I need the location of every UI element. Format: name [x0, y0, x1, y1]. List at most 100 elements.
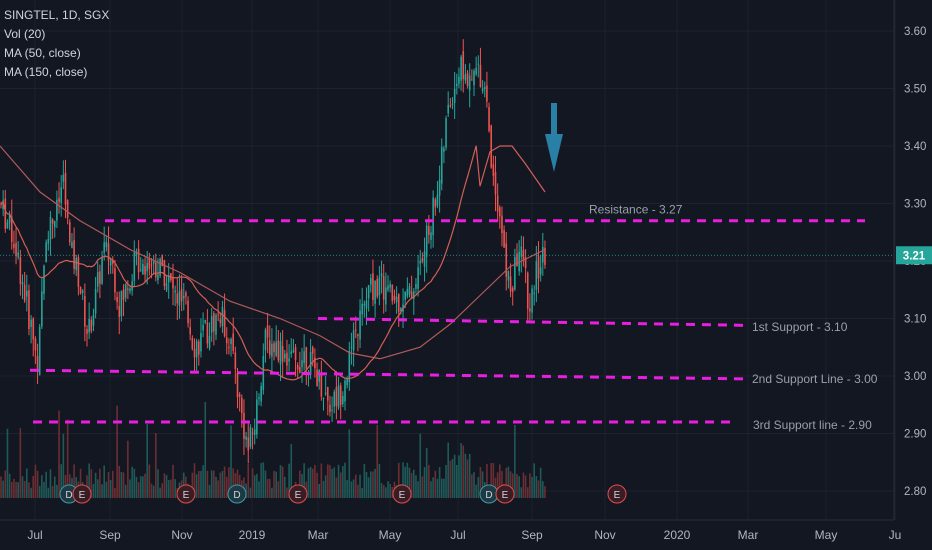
volume-bar: [157, 469, 159, 498]
candle-body: [290, 351, 293, 354]
y-axis-label: 2.80: [904, 486, 926, 498]
volume-bar: [13, 478, 15, 498]
candle-body: [335, 387, 338, 407]
volume-bar: [447, 442, 449, 498]
candle-body: [468, 75, 471, 91]
volume-bar: [533, 463, 535, 498]
candle-body: [337, 385, 340, 408]
candle-body: [198, 341, 200, 355]
candle-body: [520, 246, 523, 257]
volume-bar: [526, 487, 529, 498]
candle-body: [19, 257, 22, 284]
volume-bar: [161, 483, 164, 498]
candle-body: [137, 248, 140, 273]
volume-bar: [522, 472, 525, 498]
candle-body: [391, 284, 394, 302]
volume-bar: [290, 444, 293, 498]
candle-body: [453, 89, 456, 103]
volume-bar: [210, 470, 213, 498]
support-line-1: [317, 317, 749, 327]
candle-body: [303, 351, 305, 364]
candle-body: [86, 329, 88, 334]
x-axis-label: 2019: [239, 528, 266, 542]
candle-body: [236, 372, 239, 398]
candle-body: [180, 288, 183, 302]
volume-bar: [537, 480, 540, 498]
candle-body: [451, 103, 454, 105]
volume-bar: [99, 468, 101, 498]
candle-body: [522, 249, 525, 261]
candle-body: [539, 267, 542, 275]
volume-bar: [342, 466, 344, 498]
volume-bar: [217, 480, 219, 498]
x-axis-label: 2020: [664, 528, 691, 542]
candle-body: [6, 222, 9, 229]
volume-bar: [94, 472, 97, 498]
candle-body: [161, 254, 164, 266]
candle-body: [447, 104, 449, 114]
candle-body: [163, 260, 166, 287]
volume-bar: [101, 484, 103, 498]
volume-bar: [481, 471, 484, 498]
candle-body: [26, 290, 28, 297]
candle-body: [423, 251, 426, 267]
volume-bar: [230, 425, 232, 498]
candle-body: [135, 252, 138, 255]
volume-bar: [410, 472, 413, 498]
volume-bar: [0, 476, 2, 498]
support-line-3-label: 3rd Support line - 2.90: [753, 418, 872, 432]
volume-bar: [215, 476, 217, 498]
candle-body: [90, 319, 93, 332]
volume-bar: [146, 423, 148, 498]
candle-body: [361, 303, 363, 315]
candle-body: [53, 221, 56, 228]
candle-body: [490, 125, 492, 168]
candle-body: [327, 387, 329, 401]
volume-bar: [507, 466, 510, 498]
candle-body: [133, 251, 136, 281]
candle-body: [535, 261, 538, 290]
last-price-value: 3.21: [903, 250, 926, 262]
candle-body: [92, 314, 95, 326]
volume-bar: [432, 477, 434, 498]
volume-bar: [247, 463, 250, 498]
candle-body: [322, 397, 325, 399]
y-axis-label: 3.50: [904, 84, 926, 96]
volume-bar: [363, 463, 366, 498]
candle-body: [243, 412, 245, 439]
candle-body: [406, 288, 409, 297]
candle-body: [195, 341, 198, 358]
candle-body: [432, 197, 434, 236]
volume-bar: [361, 487, 363, 498]
symbol-label[interactable]: SINGTEL, 1D, SGX: [4, 8, 110, 22]
ma150-indicator-label[interactable]: MA (150, close): [4, 65, 88, 79]
candle-body: [509, 276, 512, 292]
candle-body: [387, 285, 389, 290]
ma50-indicator-label[interactable]: MA (50, close): [4, 46, 81, 60]
volume-bar: [277, 481, 280, 498]
candle-body: [417, 267, 419, 289]
candle-body: [397, 294, 400, 312]
volume-bar: [107, 472, 110, 498]
candle-body: [202, 324, 204, 331]
candle-body: [17, 252, 19, 258]
candle-body: [187, 300, 189, 324]
candle-body: [210, 315, 213, 333]
candle-body: [191, 338, 194, 349]
volume-bar: [309, 466, 312, 498]
candle-body: [84, 296, 86, 327]
support-line-2-label: 2nd Support Line - 3.00: [752, 372, 878, 386]
down-arrow-head: [545, 134, 563, 172]
volume-bar: [354, 474, 357, 498]
candle-body: [32, 318, 35, 340]
candle-body: [178, 291, 181, 306]
volume-bar: [475, 484, 477, 498]
ma150-line: [0, 145, 546, 360]
candle-body: [419, 260, 422, 264]
volume-bar: [456, 464, 458, 498]
candle-body: [277, 340, 280, 361]
volume-indicator-label[interactable]: Vol (20): [4, 27, 46, 41]
candle-body: [172, 277, 174, 289]
volume-bar: [365, 471, 368, 498]
